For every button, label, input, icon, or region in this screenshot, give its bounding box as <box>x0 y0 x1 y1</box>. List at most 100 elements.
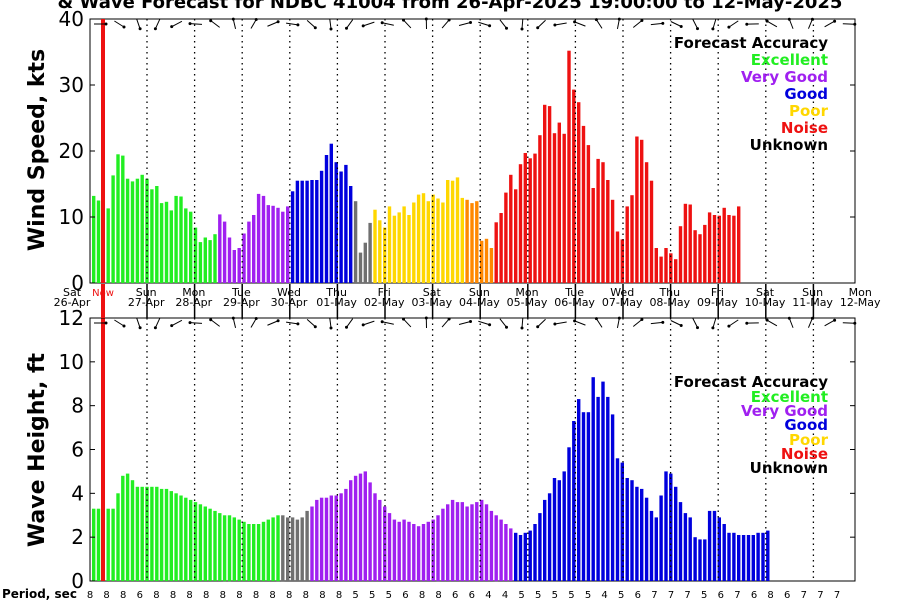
bar <box>470 504 474 581</box>
bar <box>145 178 149 283</box>
bar <box>664 471 668 581</box>
bar <box>591 188 595 283</box>
bar <box>465 506 469 581</box>
bar <box>703 539 707 581</box>
bar <box>169 491 173 581</box>
bar <box>218 214 222 283</box>
bar <box>683 513 688 581</box>
bar <box>252 215 256 283</box>
direction-arrow-icon <box>478 320 492 327</box>
bar <box>712 510 717 581</box>
bar <box>256 524 261 581</box>
y-tick-label: 30 <box>59 73 84 97</box>
bar <box>572 89 576 283</box>
bar <box>174 493 178 581</box>
bar <box>189 211 193 283</box>
bar <box>169 210 173 283</box>
direction-arrow-icon <box>711 19 717 31</box>
direction-arrow-icon <box>670 320 683 327</box>
bar <box>242 233 246 283</box>
date-band: Sat26-AprSun27-AprMon28-AprTue29-AprWed3… <box>54 284 881 319</box>
bar <box>625 206 629 283</box>
period-value: 5 <box>618 590 624 600</box>
bar <box>610 199 615 283</box>
period-value: 8 <box>419 590 425 600</box>
day-name-label: Sun <box>136 286 157 299</box>
direction-arrow-icon <box>94 321 108 325</box>
bar <box>499 213 503 283</box>
bar <box>106 508 110 581</box>
direction-arrow-icon <box>824 19 837 28</box>
direction-arrow-icon <box>536 318 546 329</box>
direction-arrow-icon <box>306 19 317 30</box>
bar <box>286 517 290 581</box>
direction-arrow-icon <box>650 320 665 325</box>
direction-arrow-icon <box>458 320 472 325</box>
direction-arrow-icon <box>231 17 237 30</box>
bar <box>237 519 241 581</box>
bar <box>349 186 353 283</box>
direction-arrow-icon <box>478 21 492 28</box>
bar <box>567 50 571 284</box>
bar <box>484 238 489 283</box>
bar <box>247 221 251 283</box>
bar <box>465 199 469 283</box>
bar <box>416 526 421 581</box>
direction-arrow-icon <box>711 318 717 330</box>
direction-arrow-icon <box>188 22 203 26</box>
bar <box>252 524 256 581</box>
direction-arrow-icon <box>250 18 258 29</box>
bar <box>441 508 445 581</box>
direction-arrow-icon <box>553 321 567 326</box>
bar <box>567 447 571 581</box>
bar <box>353 475 358 581</box>
bar <box>116 154 120 283</box>
period-value: 4 <box>485 590 491 600</box>
wind-legend-good: Good <box>784 85 828 103</box>
direction-arrow-icon <box>153 318 161 330</box>
bar <box>717 517 721 581</box>
day-name-label: Fri <box>711 286 724 299</box>
direction-arrow-icon <box>136 318 142 330</box>
bar <box>480 499 484 581</box>
bar <box>475 201 479 283</box>
bar <box>659 256 663 283</box>
direction-arrow-icon <box>402 18 412 29</box>
direction-arrow-icon <box>136 19 142 31</box>
day-name-label: Mon <box>515 286 538 299</box>
bar <box>606 180 610 283</box>
bar <box>504 524 508 581</box>
period-value: 8 <box>767 590 773 600</box>
bar <box>344 488 348 581</box>
bar <box>640 488 644 581</box>
period-value: 7 <box>817 590 823 600</box>
bar <box>591 377 595 581</box>
bar <box>179 495 183 581</box>
period-value: 8 <box>336 590 342 600</box>
bar <box>732 215 736 283</box>
period-value: 5 <box>568 590 574 600</box>
bar <box>412 524 416 581</box>
bar <box>538 135 542 283</box>
direction-arrow-icon <box>553 22 567 27</box>
bar <box>111 175 115 283</box>
bar <box>514 189 518 283</box>
bar <box>397 521 401 581</box>
direction-arrow-icon <box>499 318 508 329</box>
bar <box>446 504 450 581</box>
bar <box>198 504 203 581</box>
bar <box>125 178 130 283</box>
bar <box>557 480 561 581</box>
bar <box>266 205 270 283</box>
bar <box>159 203 164 283</box>
bar <box>261 521 266 581</box>
direction-arrow-icon <box>170 319 183 328</box>
bar <box>533 524 537 581</box>
day-name-label: Sat <box>63 286 82 299</box>
day-name-label: Mon <box>182 286 205 299</box>
bar <box>606 396 610 581</box>
bar <box>649 510 654 581</box>
bar <box>373 209 377 283</box>
bar <box>387 206 392 283</box>
bar <box>164 201 169 283</box>
